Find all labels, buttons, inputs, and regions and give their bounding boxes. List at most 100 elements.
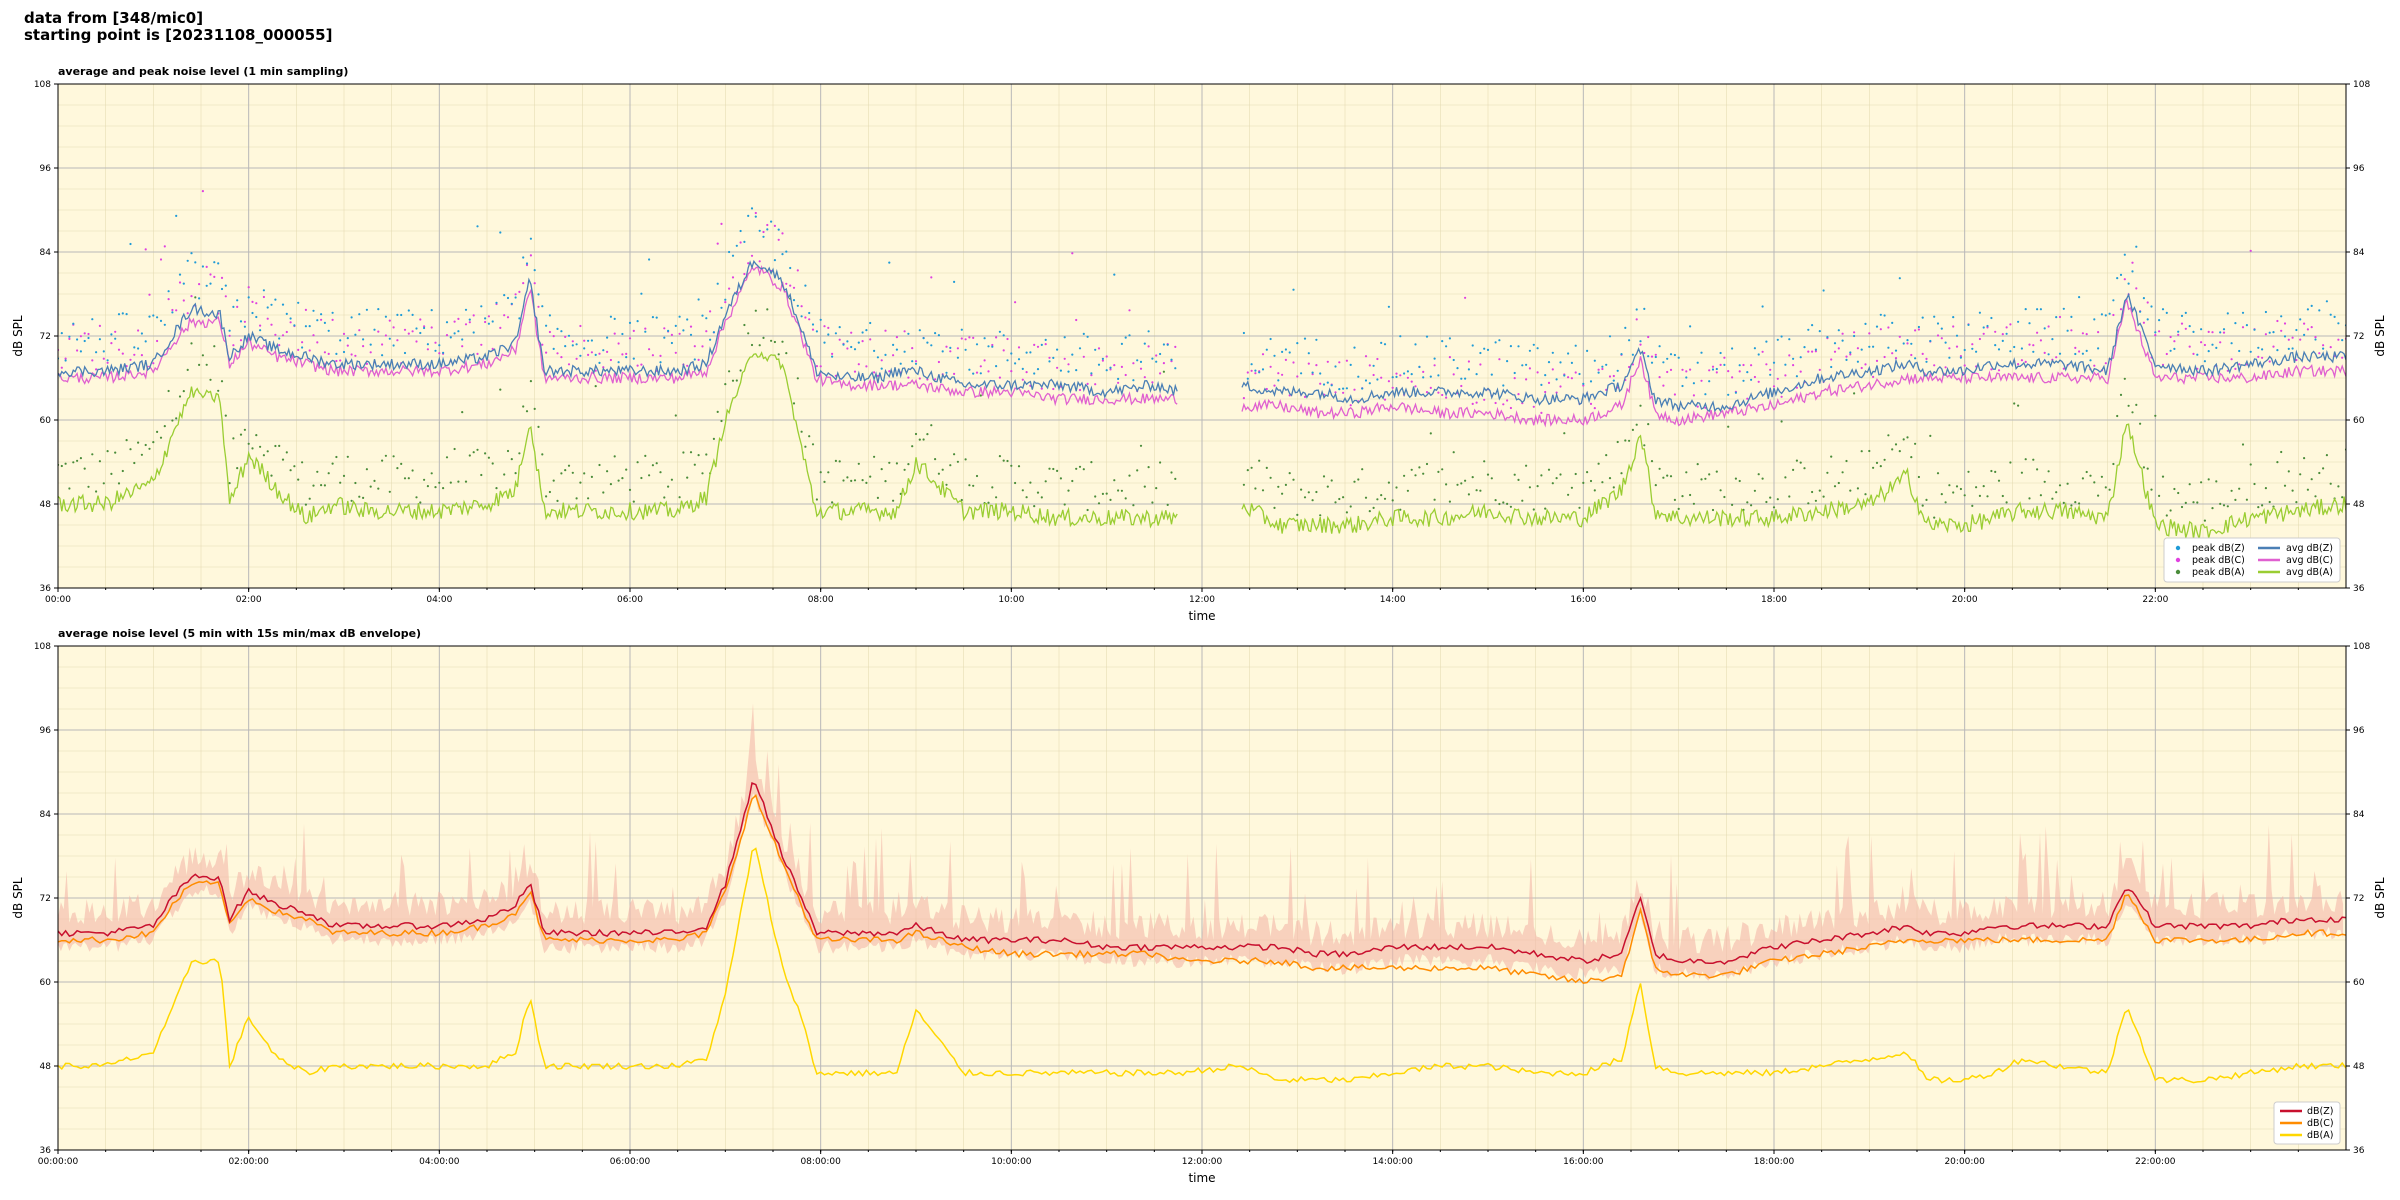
y-axis-label-left: dB SPL <box>11 315 25 357</box>
peak-point <box>438 352 441 355</box>
peak-point <box>297 301 300 304</box>
peak-point <box>1387 305 1390 308</box>
peak-point <box>2074 501 2077 504</box>
peak-point <box>1040 343 1043 346</box>
peak-point <box>880 359 883 362</box>
peak-point <box>1174 345 1177 348</box>
peak-point <box>1498 358 1501 361</box>
peak-point <box>411 330 414 333</box>
peak-point <box>1959 356 1962 359</box>
peak-point <box>1322 383 1326 386</box>
peak-point <box>674 324 677 327</box>
x-axis-label: time <box>1188 609 1215 623</box>
peak-point <box>1033 343 1036 346</box>
peak-point <box>1841 339 1844 342</box>
peak-point <box>220 380 224 383</box>
xtick-label: 04:00 <box>426 595 452 605</box>
peak-point <box>564 469 567 472</box>
peak-point <box>987 345 990 348</box>
peak-point <box>1669 368 1673 371</box>
peak-point <box>644 330 647 333</box>
peak-point <box>1917 328 1920 331</box>
peak-point <box>1567 376 1570 379</box>
peak-point <box>518 317 521 320</box>
peak-point <box>1486 348 1490 351</box>
peak-point <box>697 454 700 457</box>
peak-point <box>114 337 117 340</box>
peak-point <box>1319 382 1322 385</box>
peak-point <box>1750 504 1753 507</box>
peak-point <box>1056 469 1059 472</box>
peak-point <box>2146 467 2149 470</box>
peak-point <box>2306 488 2309 491</box>
peak-point <box>102 482 105 485</box>
peak-point <box>1822 495 1825 498</box>
peak-point <box>1528 367 1531 370</box>
peak-point <box>1094 348 1097 351</box>
peak-point <box>2249 249 2252 252</box>
peak-point <box>2200 341 2203 344</box>
peak-point <box>1654 355 1657 359</box>
peak-point <box>140 453 143 456</box>
peak-point <box>2211 331 2214 334</box>
peak-point <box>2039 494 2042 497</box>
peak-point <box>1624 326 1627 329</box>
peak-point <box>590 339 594 342</box>
peak-point <box>1452 358 1455 362</box>
peak-point <box>434 486 437 489</box>
peak-point <box>2203 343 2206 347</box>
peak-point <box>1818 330 1821 333</box>
peak-point <box>392 326 395 329</box>
peak-point <box>724 383 727 386</box>
peak-point <box>1342 391 1345 394</box>
peak-point <box>529 237 533 240</box>
peak-point <box>1582 382 1585 385</box>
peak-point <box>110 472 113 475</box>
peak-point <box>625 468 628 471</box>
peak-point <box>567 334 571 337</box>
peak-point <box>2123 377 2126 380</box>
peak-point <box>762 235 765 238</box>
peak-point <box>2047 325 2050 328</box>
peak-point <box>1757 473 1760 476</box>
peak-point <box>663 496 666 499</box>
avg-a-line <box>58 351 1178 529</box>
peak-point <box>2108 312 2111 315</box>
peak-point <box>1349 505 1352 508</box>
peak-point <box>1056 348 1059 351</box>
peak-point <box>198 283 201 286</box>
peak-point <box>1345 359 1348 362</box>
peak-point <box>1303 395 1307 398</box>
peak-point <box>137 329 140 332</box>
peak-point <box>2097 347 2100 350</box>
peak-point <box>1978 337 1981 341</box>
peak-point <box>369 351 372 354</box>
peak-point <box>2264 333 2267 336</box>
peak-point <box>1330 384 1333 387</box>
peak-point <box>2180 314 2184 317</box>
peak-point <box>384 315 387 318</box>
peak-point <box>2009 461 2012 464</box>
peak-point <box>384 454 387 457</box>
peak-point <box>808 435 811 438</box>
peak-point <box>346 455 349 458</box>
peak-point <box>1147 330 1150 333</box>
peak-point <box>243 325 246 328</box>
peak-point <box>350 316 353 319</box>
peak-point <box>1875 325 1879 328</box>
peak-point <box>396 339 399 342</box>
peak-point <box>457 330 460 333</box>
peak-point <box>2005 332 2008 335</box>
ytick-label-right: 84 <box>2353 248 2365 258</box>
peak-point <box>632 500 635 503</box>
peak-point <box>686 318 689 321</box>
peak-point <box>1719 489 1722 492</box>
peak-point <box>2192 330 2195 333</box>
peak-point <box>2241 311 2245 314</box>
peak-point <box>323 351 326 354</box>
peak-point <box>2341 339 2344 342</box>
peak-point <box>1685 370 1688 373</box>
peak-point <box>1265 466 1268 469</box>
peak-point <box>1666 357 1669 360</box>
peak-point <box>1113 364 1116 367</box>
